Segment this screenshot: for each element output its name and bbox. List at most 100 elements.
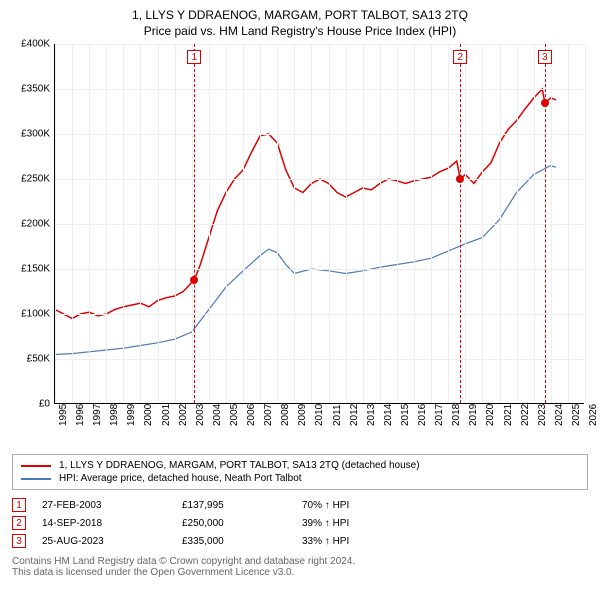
sales-price: £250,000 <box>182 518 302 529</box>
gridline-v <box>329 44 330 403</box>
legend-label: 1, LLYS Y DDRAENOG, MARGAM, PORT TALBOT,… <box>59 460 420 471</box>
sales-pct: 70% ↑ HPI <box>302 500 422 511</box>
x-axis-label: 2003 <box>195 404 206 426</box>
gridline-v <box>568 44 569 403</box>
gridline-v <box>158 44 159 403</box>
marker-dot <box>541 99 549 107</box>
legend-item: HPI: Average price, detached house, Neat… <box>21 472 579 485</box>
gridline-v <box>260 44 261 403</box>
x-axis-label: 2020 <box>485 404 496 426</box>
gridline-h <box>55 314 584 315</box>
series-line <box>55 166 556 355</box>
gridline-v <box>585 44 586 403</box>
sales-number-box: 2 <box>12 516 26 530</box>
gridline-h <box>55 224 584 225</box>
x-axis-label: 2001 <box>161 404 172 426</box>
gridline-v <box>448 44 449 403</box>
x-axis-label: 2010 <box>314 404 325 426</box>
legend-swatch <box>21 478 51 480</box>
x-axis-label: 2006 <box>246 404 257 426</box>
gridline-v <box>517 44 518 403</box>
sales-number-box: 1 <box>12 498 26 512</box>
x-axis-label: 2016 <box>417 404 428 426</box>
sales-table: 127-FEB-2003£137,99570% ↑ HPI 2 14-SEP-201… <box>12 496 588 550</box>
marker-dot <box>190 276 198 284</box>
sales-date: 25-AUG-2023 <box>42 536 182 547</box>
chart-area: £0£50K£100K£150K£200K£250K£300K£350K£400… <box>12 44 588 424</box>
gridline-v <box>89 44 90 403</box>
x-axis-label: 2025 <box>571 404 582 426</box>
footer-line1: Contains HM Land Registry data © Crown c… <box>12 556 588 567</box>
sales-row: 127-FEB-2003£137,99570% ↑ HPI <box>12 496 588 514</box>
gridline-v <box>414 44 415 403</box>
chart-title: 1, LLYS Y DDRAENOG, MARGAM, PORT TALBOT,… <box>12 8 588 22</box>
sales-price: £137,995 <box>182 500 302 511</box>
gridline-v <box>431 44 432 403</box>
x-axis-label: 2009 <box>297 404 308 426</box>
gridline-v <box>294 44 295 403</box>
x-axis-label: 2024 <box>554 404 565 426</box>
x-axis-label: 2005 <box>229 404 240 426</box>
gridline-v <box>226 44 227 403</box>
sales-date: 14-SEP-2018 <box>42 518 182 529</box>
sales-row: 2 14-SEP-2018£250,00039% ↑ HPI <box>12 514 588 532</box>
sales-pct: 39% ↑ HPI <box>302 518 422 529</box>
gridline-v <box>500 44 501 403</box>
gridline-v <box>380 44 381 403</box>
x-axis-label: 2000 <box>143 404 154 426</box>
sales-row: 325-AUG-2023£335,00033% ↑ HPI <box>12 532 588 550</box>
x-axis-label: 2007 <box>263 404 274 426</box>
y-axis-label: £350K <box>21 84 50 95</box>
x-axis-label: 2023 <box>537 404 548 426</box>
gridline-v <box>140 44 141 403</box>
legend-item: 1, LLYS Y DDRAENOG, MARGAM, PORT TALBOT,… <box>21 459 579 472</box>
y-axis-label: £300K <box>21 129 50 140</box>
y-axis-label: £0 <box>39 399 50 410</box>
gridline-v <box>106 44 107 403</box>
y-axis-label: £200K <box>21 219 50 230</box>
marker-number-box: 1 <box>187 50 201 64</box>
x-axis-label: 1999 <box>126 404 137 426</box>
x-axis-label: 2021 <box>503 404 514 426</box>
y-axis-label: £50K <box>27 354 50 365</box>
gridline-v <box>123 44 124 403</box>
y-axis-label: £150K <box>21 264 50 275</box>
gridline-v <box>209 44 210 403</box>
x-axis-label: 2012 <box>349 404 360 426</box>
x-axis-label: 2017 <box>434 404 445 426</box>
gridline-v <box>397 44 398 403</box>
x-axis-label: 2018 <box>451 404 462 426</box>
gridline-v <box>465 44 466 403</box>
marker-number-box: 3 <box>538 50 552 64</box>
gridline-v <box>277 44 278 403</box>
series-line <box>55 89 556 319</box>
gridline-v <box>192 44 193 403</box>
chart-subtitle: Price paid vs. HM Land Registry's House … <box>12 24 588 38</box>
x-axis-label: 1998 <box>109 404 120 426</box>
sales-number-box: 3 <box>12 534 26 548</box>
gridline-v <box>243 44 244 403</box>
sales-price: £335,000 <box>182 536 302 547</box>
marker-dot <box>456 175 464 183</box>
gridline-v <box>175 44 176 403</box>
legend-swatch <box>21 465 51 467</box>
gridline-v <box>55 44 56 403</box>
x-axis-label: 2013 <box>366 404 377 426</box>
gridline-h <box>55 134 584 135</box>
gridline-v <box>482 44 483 403</box>
gridline-v <box>346 44 347 403</box>
marker-number-box: 2 <box>453 50 467 64</box>
gridline-h <box>55 179 584 180</box>
x-axis-label: 2022 <box>520 404 531 426</box>
x-axis-label: 2014 <box>383 404 394 426</box>
gridline-h <box>55 359 584 360</box>
footer: Contains HM Land Registry data © Crown c… <box>12 556 588 578</box>
gridline-v <box>363 44 364 403</box>
y-axis-label: £400K <box>21 39 50 50</box>
footer-line2: This data is licensed under the Open Gov… <box>12 567 588 578</box>
marker-line <box>194 44 195 403</box>
legend: 1, LLYS Y DDRAENOG, MARGAM, PORT TALBOT,… <box>12 454 588 490</box>
x-axis-label: 2004 <box>212 404 223 426</box>
x-axis-label: 2008 <box>280 404 291 426</box>
x-axis-label: 2011 <box>332 404 343 426</box>
